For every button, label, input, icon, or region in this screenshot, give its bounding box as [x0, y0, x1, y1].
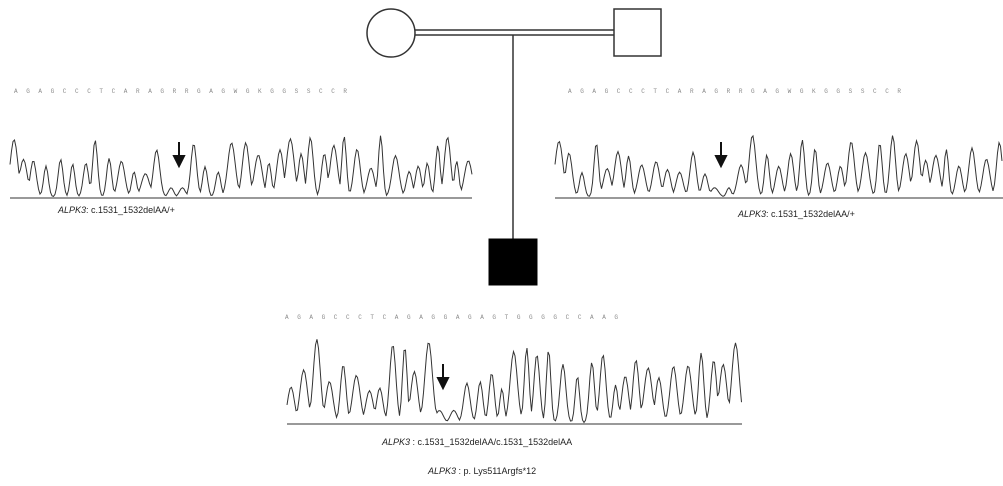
proband-gene-label: ALPK3 — [382, 437, 411, 447]
proband-genotype-caption: ALPK3 : c.1531_1532delAA/c.1531_1532delA… — [382, 437, 572, 447]
pedigree-lines — [415, 29, 614, 240]
father-genotype-caption: ALPK3: c.1531_1532delAA/+ — [738, 209, 855, 219]
father-down-arrow-icon — [714, 142, 728, 169]
father-base-sequence: A G A G C C C T C A R A G R R G A G W G … — [568, 88, 902, 95]
father-genotype-label: : c.1531_1532delAA/+ — [766, 209, 855, 219]
father-gene-label: ALPK3 — [738, 209, 767, 219]
mother-chromatogram-trace — [9, 135, 473, 197]
proband-genotype-label: : c.1531_1532delAA/c.1531_1532delAA — [410, 437, 573, 447]
proband-protein-gene-label: ALPK3 — [428, 466, 457, 476]
mother-symbol — [366, 8, 416, 58]
father-chromatogram-trace — [554, 134, 1003, 197]
proband-base-sequence: A G A G C C C T C A G A G G A G A G T G … — [285, 314, 619, 321]
proband-chromatogram-trace — [286, 339, 742, 424]
proband-down-arrow-icon — [436, 364, 450, 391]
mother-down-arrow-icon — [172, 142, 186, 169]
mother-genotype-label: : c.1531_1532delAA/+ — [86, 205, 175, 215]
father-symbol — [613, 8, 662, 57]
proband-symbol — [488, 238, 538, 286]
mother-gene-label: ALPK3 — [58, 205, 87, 215]
proband-protein-caption: ALPK3 : p. Lys511Argfs*12 — [428, 466, 536, 476]
mother-base-sequence: A G A G C C C T C A R A G R R G A G W G … — [14, 88, 348, 95]
mother-genotype-caption: ALPK3: c.1531_1532delAA/+ — [58, 205, 175, 215]
proband-protein-label: : p. Lys511Argfs*12 — [456, 466, 537, 476]
